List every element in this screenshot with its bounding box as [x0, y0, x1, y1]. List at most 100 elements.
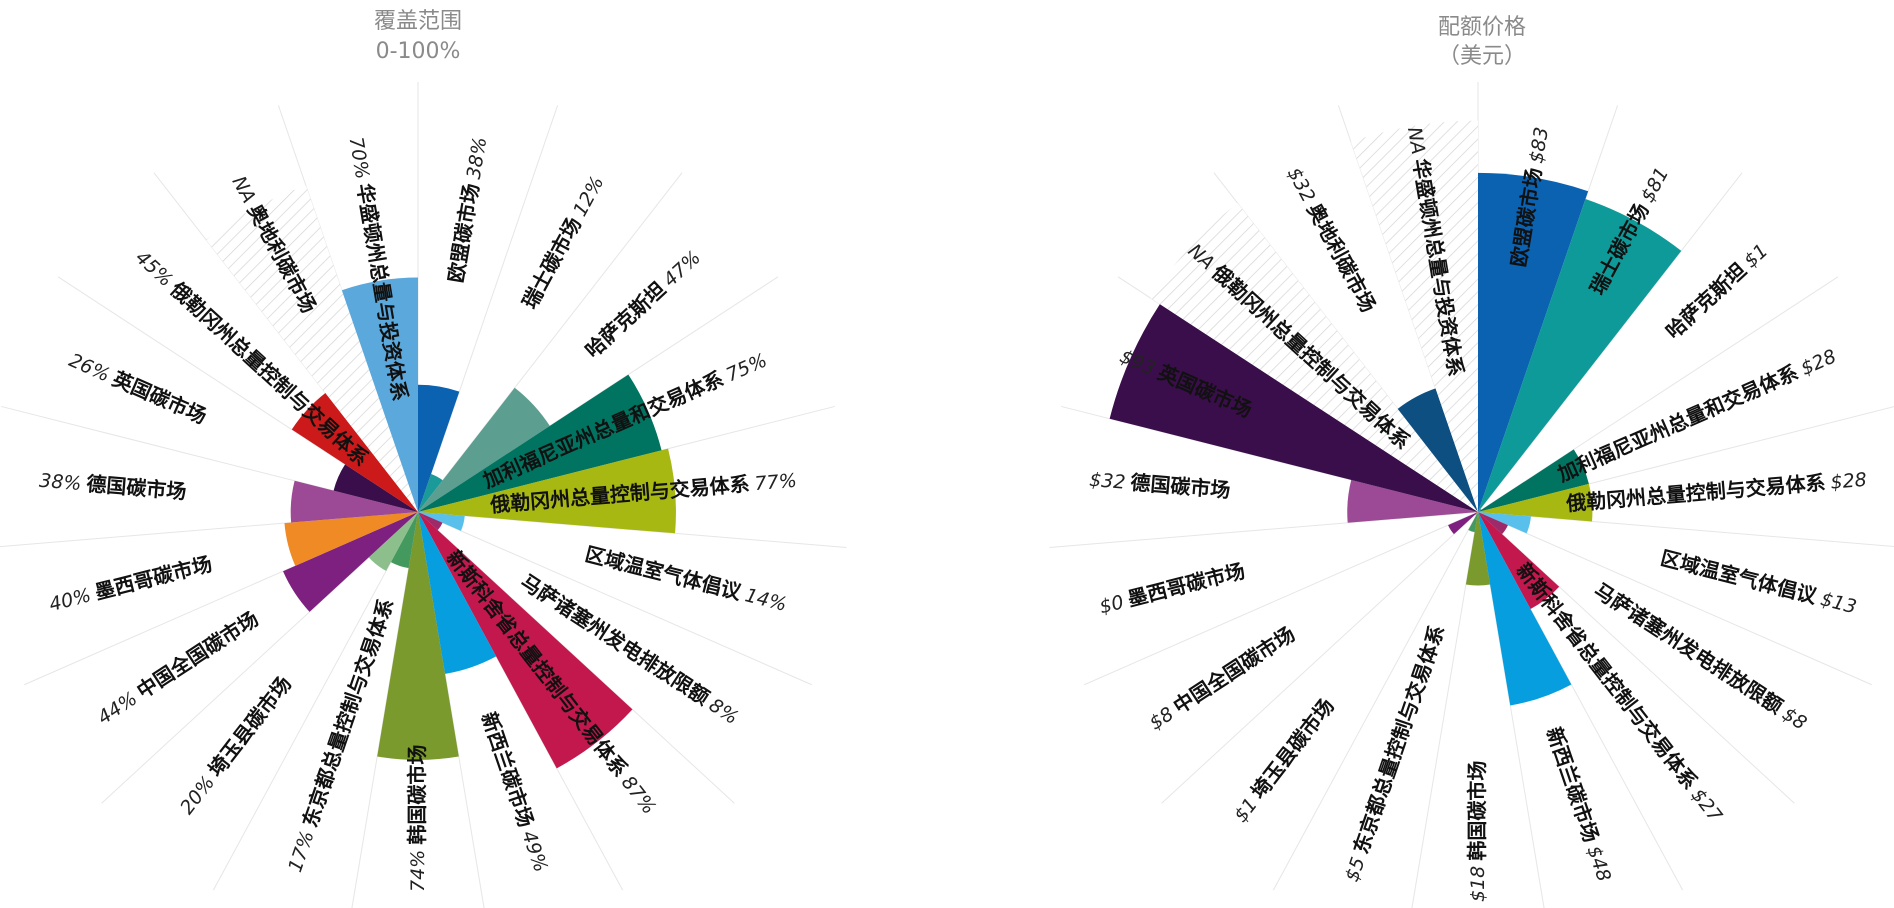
price-wedge	[1478, 512, 1572, 706]
price-wedge	[1150, 203, 1478, 512]
coverage-wedge	[418, 448, 676, 534]
coverage-label-name: 瑞士碳市场	[517, 213, 586, 312]
coverage-label-name: 哈萨克斯坦	[580, 277, 670, 362]
price-label: 区域温室气体倡议 $13	[1658, 545, 1859, 618]
price-label: $8 中国全国碳市场	[1144, 621, 1299, 734]
coverage-label-name: 英国碳市场	[109, 366, 210, 428]
price-label: $5 东京都总量控制与交易体系	[1339, 622, 1449, 884]
price-label-name: 中国全国碳市场	[1169, 621, 1299, 718]
price-label-value: $28	[1797, 345, 1839, 380]
coverage-wedge	[390, 512, 418, 569]
coverage-label-value: 77%	[754, 469, 798, 494]
coverage-wedge	[418, 387, 550, 512]
coverage-wedge	[284, 512, 418, 566]
coverage-label-value: 40%	[47, 584, 93, 616]
coverage-label: 74% 韩国碳市场	[405, 745, 429, 892]
coverage-spoke	[417, 511, 847, 549]
coverage-spoke	[351, 511, 419, 908]
coverage-wedge	[283, 512, 418, 612]
coverage-wedge	[418, 384, 460, 512]
price-wedge	[1478, 449, 1589, 512]
coverage-label-value: 38%	[462, 135, 491, 180]
price-spoke	[1477, 511, 1872, 686]
price-label: 俄勒冈州总量控制与交易体系 $28	[1564, 466, 1867, 515]
coverage-wedge	[418, 512, 465, 531]
price-label-name: 埼玉县碳市场	[1246, 694, 1339, 803]
price-label-name: 墨西哥碳市场	[1125, 558, 1247, 611]
coverage-label: 哈萨克斯坦 47%	[580, 245, 705, 362]
coverage-label-value: 14%	[743, 584, 789, 616]
coverage-wedge	[333, 464, 418, 512]
coverage-label-value: 17%	[284, 828, 319, 875]
price-label-value: $28	[1830, 468, 1868, 493]
price-wedge	[1468, 512, 1478, 533]
coverage-label-value: 38%	[38, 469, 82, 494]
coverage-label-name: 德国碳市场	[86, 471, 188, 503]
coverage-wedge	[368, 512, 418, 571]
price-label-value: NA	[1403, 125, 1429, 155]
coverage-label: 欧盟碳市场 38%	[443, 135, 491, 284]
price-wedge	[1350, 120, 1478, 512]
coverage-spoke	[417, 511, 485, 908]
price-wedge	[1347, 479, 1478, 523]
coverage-spoke	[153, 172, 419, 513]
coverage-spoke	[417, 172, 683, 513]
coverage-wedge	[291, 393, 418, 512]
price-wedge	[1476, 512, 1478, 513]
coverage-label-name: 中国全国碳市场	[132, 606, 262, 703]
coverage-chart: 覆盖范围 0-100% 欧盟碳市场 38%瑞士碳市场 12%哈萨克斯坦 47%加…	[0, 9, 847, 908]
price-chart-subtitle: （美元）	[1438, 44, 1526, 69]
coverage-label: 20% 埼玉县碳市场	[174, 672, 296, 819]
coverage-wedge	[418, 512, 497, 674]
coverage-wedge	[290, 480, 418, 523]
coverage-label-value: 49%	[518, 828, 553, 875]
coverage-label-value: 75%	[723, 349, 771, 386]
price-label: $1 埼玉县碳市场	[1228, 694, 1339, 827]
price-wedge	[1478, 508, 1482, 512]
price-wedge	[1448, 512, 1478, 535]
coverage-spoke	[417, 276, 779, 513]
price-wedge	[1478, 172, 1589, 513]
coverage-label-name: 欧盟碳市场	[443, 182, 483, 285]
price-wedge	[1478, 483, 1593, 522]
price-label: $32 德国碳市场	[1088, 466, 1231, 502]
price-label-value: $48	[1583, 843, 1616, 884]
coverage-wedge	[206, 185, 418, 512]
coverage-wedge	[418, 512, 443, 531]
coverage-label-value: 74%	[407, 850, 429, 892]
price-label-value: $13	[1818, 588, 1859, 618]
price-chart-title: 配额价格	[1438, 15, 1526, 40]
coverage-spokes	[0, 82, 847, 908]
price-label-name: 加利福尼亚州总量和交易体系	[1553, 360, 1802, 487]
coverage-wedge	[341, 277, 418, 512]
coverage-label: 38% 德国碳市场	[38, 467, 187, 503]
price-label: $18 韩国碳市场	[1465, 761, 1489, 902]
price-spoke	[1477, 511, 1894, 547]
price-wedges	[1109, 120, 1682, 706]
price-wedge	[1474, 512, 1478, 516]
price-label: $0 墨西哥碳市场	[1097, 558, 1248, 618]
price-label-name: 俄勒冈州总量控制与交易体系	[1564, 470, 1826, 515]
price-wedge	[1478, 512, 1508, 535]
coverage-label: 40% 墨西哥碳市场	[46, 551, 214, 615]
coverage-spoke	[417, 405, 835, 513]
coverage-label-value: 70%	[345, 135, 374, 180]
coverage-label: 区域温室气体倡议 14%	[583, 541, 790, 615]
price-spoke	[1477, 172, 1743, 513]
coverage-label-name: 韩国碳市场	[405, 745, 429, 845]
price-spoke	[1161, 511, 1479, 804]
price-label-name: 韩国碳市场	[1465, 761, 1489, 861]
coverage-label-value: 12%	[569, 172, 608, 220]
coverage-spoke	[101, 511, 419, 804]
price-spoke	[1272, 511, 1479, 891]
price-label-value: $32	[1088, 468, 1126, 493]
coverage-label-name: 墨西哥碳市场	[92, 551, 214, 604]
price-label-value: $18	[1467, 866, 1489, 902]
coverage-label: 44% 中国全国碳市场	[92, 606, 262, 729]
coverage-spoke	[417, 105, 559, 513]
price-label-value: $83	[1525, 125, 1553, 164]
coverage-spoke	[212, 511, 419, 891]
coverage-wedges	[206, 185, 676, 769]
price-spoke	[1084, 511, 1479, 686]
